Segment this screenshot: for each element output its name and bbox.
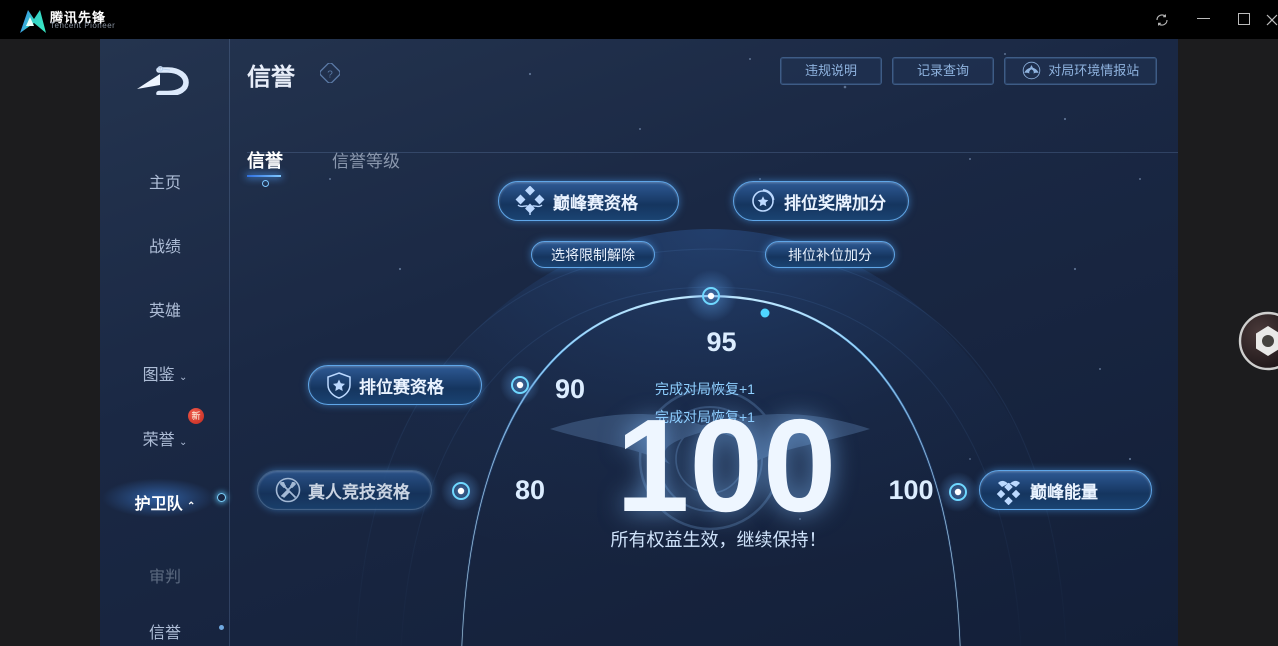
svg-text:?: ? xyxy=(327,70,333,81)
